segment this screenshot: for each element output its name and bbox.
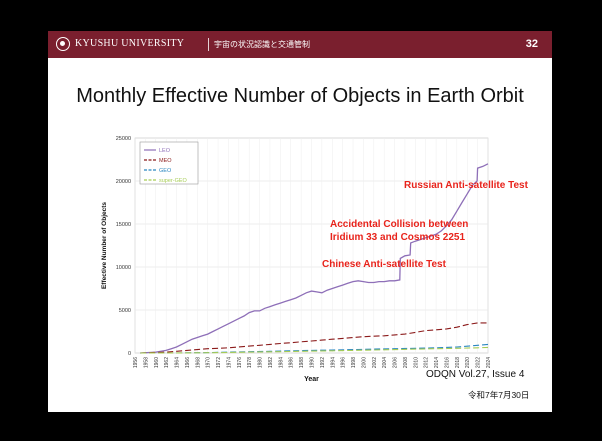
- x-tick-label: 2020: [465, 357, 471, 368]
- x-tick-label: 2010: [413, 357, 419, 368]
- legend-label: GEO: [159, 168, 172, 174]
- x-tick-label: 2004: [382, 357, 388, 368]
- x-tick-label: 2002: [372, 357, 378, 368]
- y-tick-label: 25000: [116, 136, 131, 142]
- x-tick-label: 1990: [310, 357, 316, 368]
- debris-line-chart: 0 5000 10000 15000 20000 25000 1956 1958 1960 196…: [101, 136, 492, 383]
- x-tick-label: 1970: [206, 357, 212, 368]
- x-tick-label: 1994: [330, 357, 336, 368]
- y-tick-label: 5000: [119, 308, 131, 314]
- x-tick-label: 1956: [133, 357, 139, 368]
- x-tick-label: 2024: [486, 357, 492, 368]
- x-tick-label: 1998: [351, 357, 357, 368]
- x-tick-label: 1968: [195, 357, 201, 368]
- x-tick-label: 2014: [434, 357, 440, 368]
- annotation-chinese-asat: Chinese Anti-satellite Test: [322, 259, 446, 270]
- y-axis-label: Effective Number of Objects: [101, 202, 108, 289]
- x-tick-label: 1976: [237, 357, 243, 368]
- x-tick-label: 2016: [444, 357, 450, 368]
- legend-label: super-GEO: [159, 178, 188, 184]
- x-tick-label: 1966: [185, 357, 191, 368]
- x-tick-label: 1974: [226, 357, 232, 368]
- x-tick-label: 2012: [424, 357, 430, 368]
- legend-label: MEO: [159, 158, 172, 164]
- x-axis-label: Year: [304, 376, 319, 383]
- slide-date: 令和7年7月30日: [468, 390, 530, 400]
- annotation-collision-line1: Accidental Collision between: [330, 219, 469, 230]
- x-tick-label: 1984: [278, 357, 284, 368]
- x-tick-label: 2008: [403, 357, 409, 368]
- y-tick-label: 0: [128, 351, 131, 357]
- x-tick-label: 1996: [341, 357, 347, 368]
- header-divider: [208, 38, 209, 51]
- x-tick-label: 2018: [455, 357, 461, 368]
- x-tick-label: 1960: [154, 357, 160, 368]
- slide-title: Monthly Effective Number of Objects in E…: [76, 85, 524, 107]
- x-tick-label: 1980: [258, 357, 264, 368]
- x-tick-label: 1986: [289, 357, 295, 368]
- x-tick-label: 1992: [320, 357, 326, 368]
- y-tick-label: 10000: [116, 265, 131, 271]
- y-tick-label: 15000: [116, 222, 131, 228]
- x-tick-label: 2022: [476, 357, 482, 368]
- annotation-collision: Accidental Collision between Iridium 33 …: [330, 218, 468, 244]
- x-tick-label: 1958: [143, 357, 149, 368]
- source-citation: ODQN Vol.27, Issue 4: [426, 369, 525, 380]
- x-tick-label: 1962: [164, 357, 170, 368]
- university-name: KYUSHU UNIVERSITY: [75, 38, 185, 49]
- presentation-slide: KYUSHU UNIVERSITY 宇宙の状況認識と交通管制 32 Monthl…: [48, 31, 552, 412]
- y-tick-label: 20000: [116, 179, 131, 185]
- x-tick-label: 1982: [268, 357, 274, 368]
- legend-box: [139, 141, 199, 185]
- series-line-super-geo: [140, 346, 489, 354]
- x-tick-label: 2000: [361, 357, 367, 368]
- x-tick-label: 1988: [299, 357, 305, 368]
- annotation-collision-line2: Iridium 33 and Cosmos 2251: [330, 232, 466, 243]
- x-tick-label: 2006: [393, 357, 399, 368]
- header-subtitle: 宇宙の状況認識と交通管制: [214, 40, 310, 49]
- university-logo-icon: [56, 37, 70, 51]
- annotation-russian-asat: Russian Anti-satellite Test: [404, 180, 528, 191]
- x-tick-label: 1978: [247, 357, 253, 368]
- legend-label: LEO: [159, 148, 171, 154]
- x-tick-label: 1964: [175, 357, 181, 368]
- x-tick-label: 1972: [216, 357, 222, 368]
- slide-header-bar: KYUSHU UNIVERSITY 宇宙の状況認識と交通管制 32: [48, 31, 552, 58]
- series-line-leo: [140, 163, 489, 354]
- series-line-meo: [140, 322, 488, 354]
- page-number: 32: [525, 38, 538, 50]
